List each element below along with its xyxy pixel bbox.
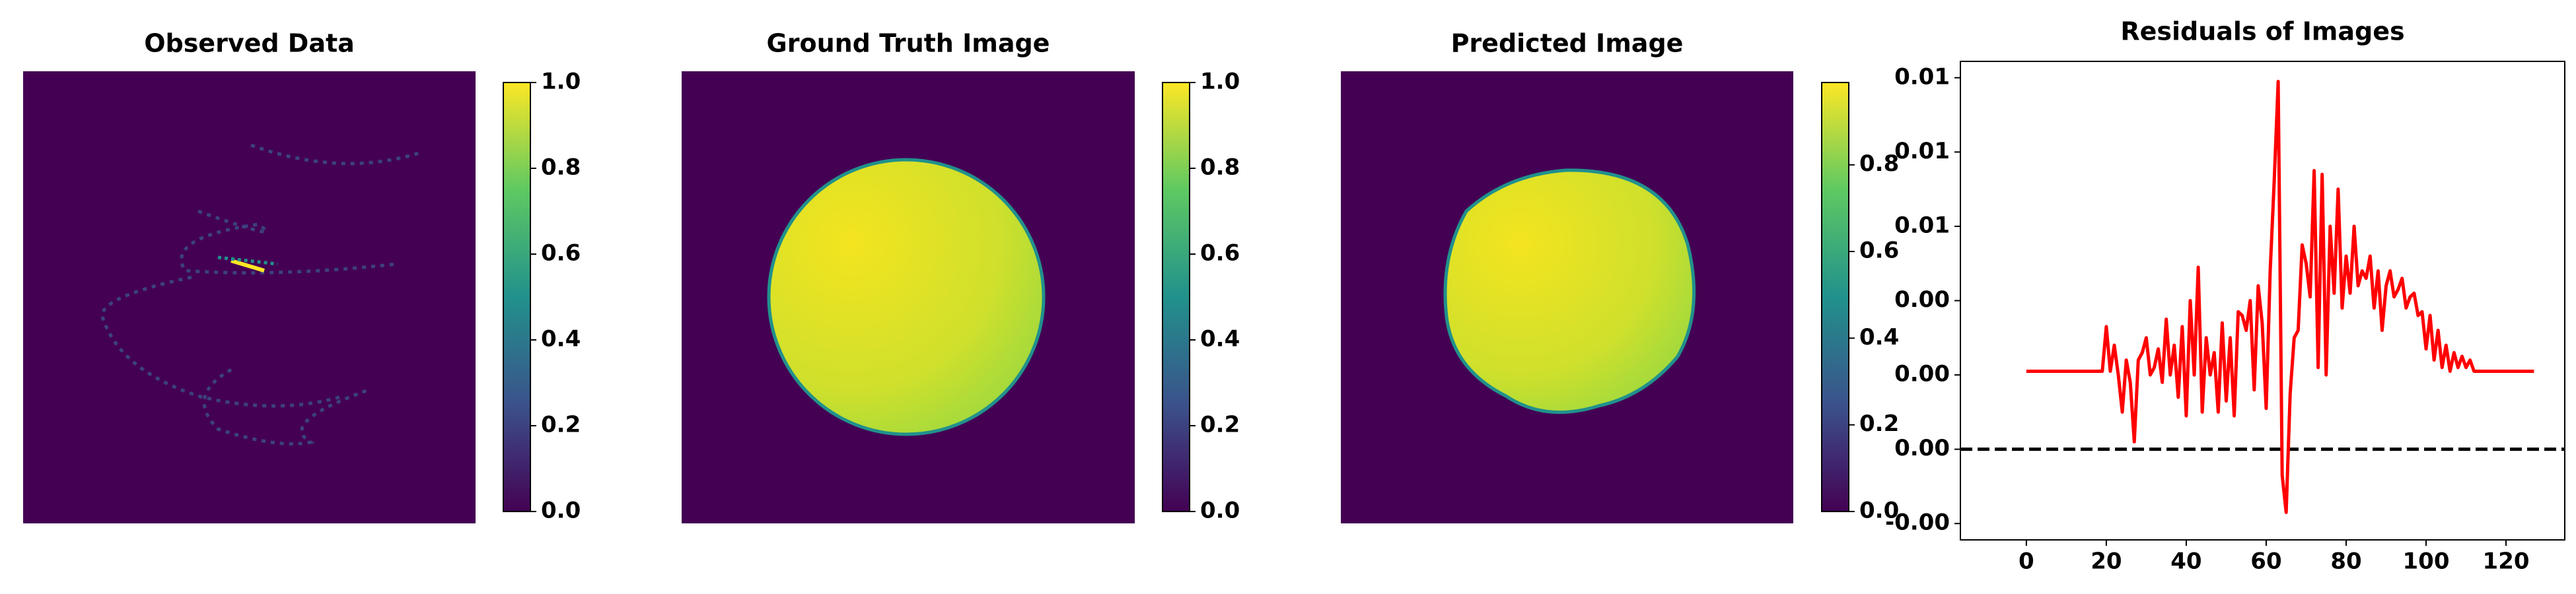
line-series <box>2026 79 2534 514</box>
colorbar-tick-label: 0.8 <box>541 154 581 181</box>
colorbar-tick-label: 0.8 <box>1200 154 1240 181</box>
y-tick-label: 0.01 <box>1894 138 1950 164</box>
colorbar-tick-label: 0.0 <box>1200 498 1240 524</box>
y-tick-label: 0.01 <box>1894 63 1950 90</box>
colorbar-tick-label: 0.8 <box>1859 150 1899 177</box>
y-tick-label: 0.00 <box>1894 286 1950 313</box>
x-tick-label: 40 <box>2170 548 2201 575</box>
colorbar-tick-label: 0.2 <box>1200 412 1240 438</box>
ground-truth-image <box>682 71 1135 523</box>
colorbar-tick-label: 0.2 <box>541 412 581 438</box>
colorbar-tick-label: 0.4 <box>1859 324 1899 350</box>
x-tick-label: 80 <box>2330 548 2361 575</box>
colorbar-tick-label: 0.2 <box>1859 411 1899 437</box>
y-tick-label: 0.01 <box>1894 212 1950 238</box>
panel-title: Ground Truth Image <box>767 29 1050 58</box>
colorbar-tick-label: 0.6 <box>1859 238 1899 264</box>
colorbar-tick-label: 0.0 <box>1859 498 1899 524</box>
x-tick-label: 0 <box>2019 548 2034 575</box>
y-tick-label: -0.00 <box>1885 510 1950 536</box>
colorbar-tick-label: 0.0 <box>541 498 581 524</box>
colorbar-tick-label: 0.6 <box>1200 240 1240 267</box>
colorbar-tick-label: 1.0 <box>1200 69 1240 95</box>
predicted-image <box>1341 71 1793 523</box>
x-tick-label: 100 <box>2403 548 2450 575</box>
x-tick-label: 20 <box>2091 548 2122 575</box>
axes-frame <box>1960 61 2565 541</box>
colorbar-tick-label: 0.4 <box>1200 326 1240 352</box>
chart-title: Residuals of Images <box>2120 17 2404 46</box>
y-tick-label: 0.00 <box>1894 435 1950 461</box>
colorbar-tick-label: 0.4 <box>541 326 581 352</box>
y-tick-label: 0.00 <box>1894 361 1950 387</box>
colorbar <box>503 82 531 512</box>
panel-title: Observed Data <box>144 29 355 58</box>
x-tick-label: 60 <box>2250 548 2281 575</box>
colorbar-tick-label: 1.0 <box>541 69 581 95</box>
colorbar <box>1821 82 1849 512</box>
observed-image <box>23 71 476 523</box>
colorbar-tick-label: 0.6 <box>541 240 581 267</box>
panel-title: Predicted Image <box>1451 29 1684 58</box>
x-tick-label: 120 <box>2483 548 2530 575</box>
colorbar <box>1162 82 1190 512</box>
